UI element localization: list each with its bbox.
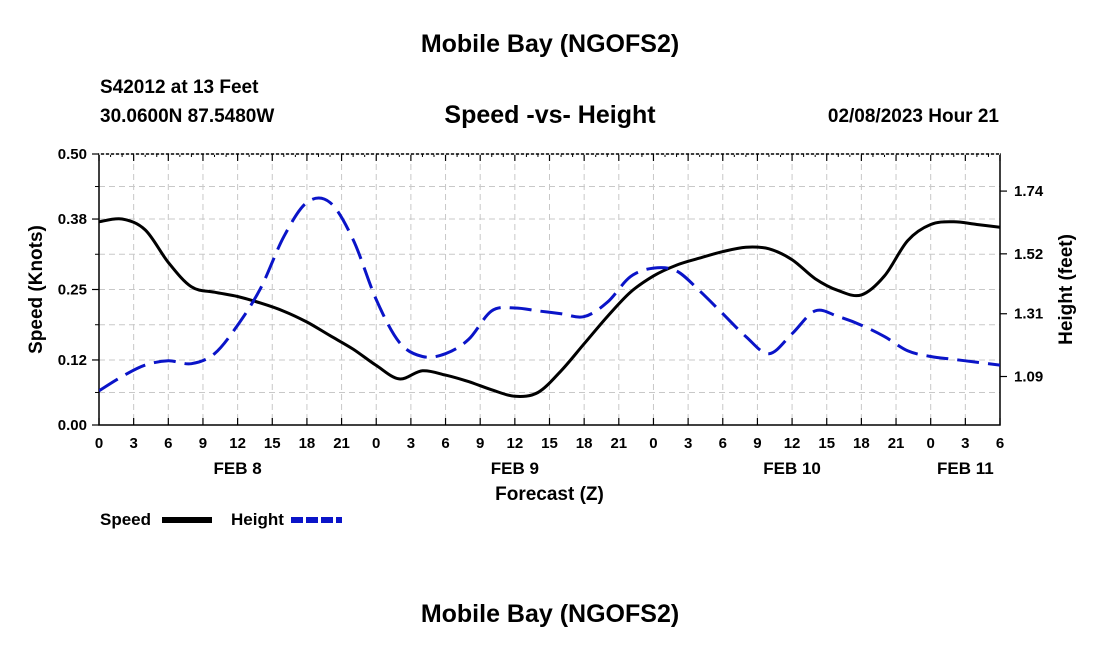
x-tick-label: 21	[888, 435, 905, 452]
y2-tick-label: 1.09	[1014, 369, 1043, 386]
y2-tick-label: 1.52	[1014, 246, 1043, 263]
series-line-speed	[99, 217, 1000, 398]
y-axis-label: Speed (Knots)	[26, 225, 47, 354]
x-tick-label: 18	[576, 435, 593, 452]
x-tick-label: 6	[164, 435, 172, 452]
x-tick-label: 9	[753, 435, 761, 452]
x-tick-label: 0	[95, 435, 103, 452]
y2-tick-label: 1.31	[1014, 306, 1043, 323]
date-label: FEB 8	[214, 459, 262, 478]
legend-label-speed: Speed	[100, 510, 151, 529]
y2-tick-label: 1.74	[1014, 183, 1044, 200]
x-tick-label: 6	[996, 435, 1004, 452]
x-tick-label: 15	[264, 435, 281, 452]
chart-axes: 0 3 6 9 12 15 18 21 0 3 6 9 12 15 18 21 0 3 6 9 12 15 18 21 0 3 6F…	[58, 146, 1044, 478]
x-tick-label: 12	[507, 435, 524, 452]
x-tick-label: 18	[853, 435, 870, 452]
series-line-height	[99, 196, 1000, 393]
x-tick-label: 6	[719, 435, 727, 452]
station-coordinates: 30.0600N 87.5480W	[100, 106, 275, 127]
page-title: Mobile Bay (NGOFS2)	[420, 30, 680, 58]
x-tick-label: 12	[229, 435, 246, 452]
x-axis-label: Forecast (Z)	[495, 484, 604, 505]
chart-subtitle: Speed -vs- Height	[444, 101, 656, 129]
date-label: FEB 10	[763, 459, 821, 478]
date-label: FEB 9	[491, 459, 539, 478]
y-tick-label: 0.25	[58, 282, 87, 299]
chart-series	[99, 196, 1000, 398]
x-tick-label: 3	[407, 435, 415, 452]
y-tick-label: 0.50	[58, 146, 87, 163]
x-tick-label: 3	[129, 435, 137, 452]
station-label: S42012 at 13 Feet	[100, 77, 259, 98]
x-tick-label: 0	[372, 435, 380, 452]
y-tick-label: 0.12	[58, 352, 87, 369]
x-tick-label: 3	[684, 435, 692, 452]
x-tick-label: 0	[649, 435, 657, 452]
footer-title: Mobile Bay (NGOFS2)	[420, 600, 680, 628]
x-tick-label: 15	[818, 435, 835, 452]
legend-label-height: Height	[231, 510, 284, 529]
x-tick-label: 3	[961, 435, 969, 452]
x-tick-label: 9	[476, 435, 484, 452]
x-tick-label: 18	[299, 435, 316, 452]
y2-axis-label: Height (feet)	[1056, 234, 1077, 345]
date-label: FEB 11	[937, 459, 994, 478]
x-tick-label: 0	[927, 435, 935, 452]
chart-legend: Speed Height	[100, 510, 342, 529]
forecast-datetime: 02/08/2023 Hour 21	[827, 106, 999, 127]
x-tick-label: 15	[541, 435, 558, 452]
x-tick-label: 21	[610, 435, 627, 452]
y-tick-label: 0.38	[58, 211, 87, 228]
x-tick-label: 6	[441, 435, 449, 452]
y-tick-label: 0.00	[58, 417, 87, 434]
x-tick-label: 12	[784, 435, 801, 452]
x-tick-label: 9	[199, 435, 207, 452]
x-tick-label: 21	[333, 435, 350, 452]
